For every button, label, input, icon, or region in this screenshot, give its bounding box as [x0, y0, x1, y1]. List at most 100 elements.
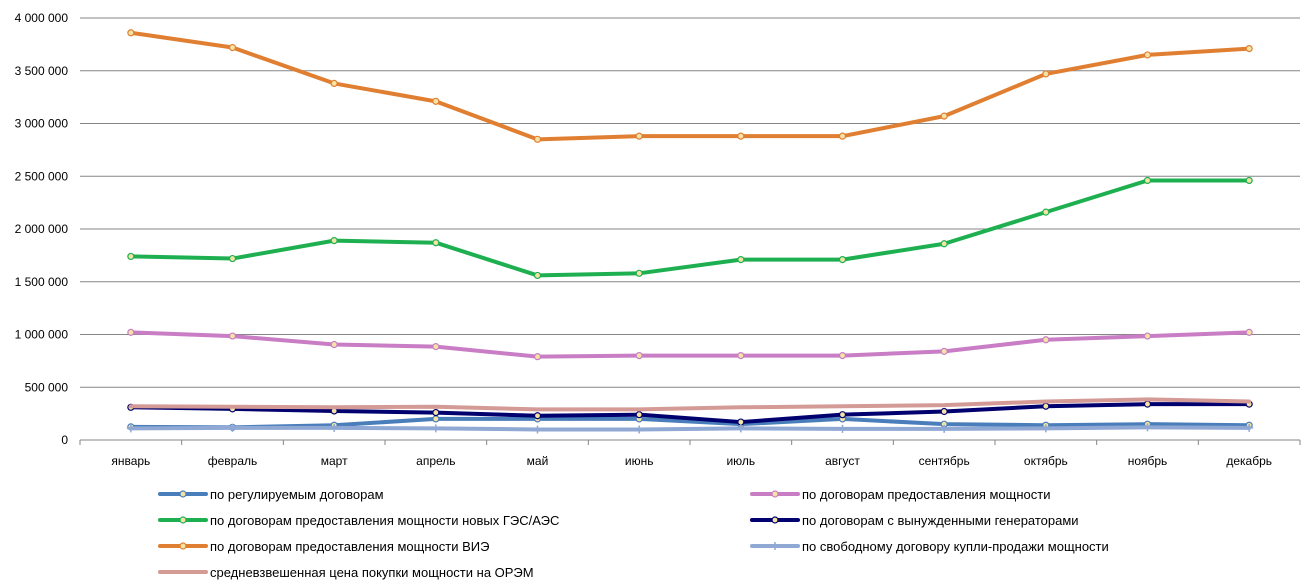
data-point [1245, 423, 1254, 432]
data-point [228, 423, 237, 432]
legend-marker [771, 542, 779, 550]
series-line [128, 416, 1252, 430]
data-point [940, 407, 948, 416]
series-7 [128, 397, 1252, 412]
series-line [128, 397, 1252, 412]
x-tick-label: апрель [416, 454, 455, 468]
data-point [1245, 176, 1253, 185]
legend-item: по свободному договору купли-продажи мощ… [750, 539, 1109, 554]
data-point [127, 29, 135, 37]
y-tick-label: 4 000 000 [15, 11, 69, 25]
series-line [128, 178, 1252, 278]
legend-item: по договорам предоставления мощности ВИЭ [158, 539, 489, 554]
legend-label: по регулируемым договорам [210, 487, 384, 502]
legend-marker [771, 516, 779, 524]
data-point [330, 340, 338, 349]
legend-label: по договорам предоставления мощности нов… [210, 513, 559, 528]
data-point [1042, 402, 1050, 410]
data-point [736, 424, 745, 433]
data-point [1143, 423, 1152, 432]
series-line [128, 402, 1252, 425]
legend-marker [179, 516, 187, 524]
data-point [1143, 51, 1152, 59]
legend-item: по договорам с вынужденными генераторами [750, 513, 1079, 528]
data-point [432, 343, 440, 351]
data-point [533, 412, 542, 420]
data-point [940, 424, 949, 433]
legend-item: средневзвешенная цена покупки мощности н… [158, 565, 534, 580]
data-point [838, 132, 847, 140]
data-point [635, 269, 643, 277]
series-group [126, 29, 1254, 434]
data-point [1042, 70, 1050, 78]
y-tick-label: 2 000 000 [15, 222, 69, 236]
data-point [838, 352, 847, 360]
legend-label: по договорам предоставления мощности [802, 487, 1050, 502]
data-point [940, 347, 948, 355]
legend-label: по договорам предоставления мощности ВИЭ [210, 539, 489, 554]
data-point [127, 328, 135, 336]
data-point [635, 132, 643, 140]
y-tick-label: 2 500 000 [15, 169, 69, 183]
legend-label: по договорам с вынужденными генераторами [802, 513, 1079, 528]
grid-lines [80, 17, 1300, 441]
data-point [432, 239, 440, 247]
data-point [1042, 208, 1050, 216]
data-point [228, 332, 237, 340]
y-tick-label: 1 000 000 [15, 328, 69, 342]
data-point [533, 353, 542, 361]
data-point [635, 352, 643, 360]
data-point [1245, 44, 1253, 53]
legend-item: по регулируемым договорам [158, 487, 384, 502]
data-point [1143, 176, 1152, 185]
data-point [533, 135, 542, 143]
data-point [1143, 400, 1152, 408]
series-line [128, 425, 1252, 432]
legend-marker [179, 542, 187, 550]
x-tick-label: октябрь [1024, 454, 1068, 468]
data-point [126, 424, 135, 433]
legend-item: по договорам предоставления мощности нов… [158, 513, 559, 528]
data-point [838, 411, 847, 419]
y-tick-label: 1 500 000 [15, 275, 69, 289]
x-tick-label: декабрь [1226, 454, 1272, 468]
data-point [737, 255, 745, 264]
legend-marker [771, 490, 779, 498]
series-3 [127, 176, 1253, 280]
data-point [228, 254, 237, 263]
data-point [940, 240, 948, 248]
y-tick-label: 500 000 [25, 380, 69, 394]
data-point [838, 255, 847, 264]
data-point [330, 423, 339, 432]
y-axis: 0 500 000 1 000 000 1 500 000 2 000 000 2 500… [15, 11, 69, 447]
data-point [432, 408, 440, 417]
x-tick-label: февраль [208, 454, 258, 468]
x-axis: январь февраль март апрель май июнь июль август… [79, 440, 1301, 468]
legend-marker [179, 490, 187, 498]
data-point [533, 271, 542, 280]
series-line [128, 30, 1252, 142]
data-point [1245, 328, 1253, 336]
data-point [838, 424, 847, 433]
data-point [431, 424, 440, 433]
data-point [940, 112, 948, 120]
series-6 [126, 423, 1254, 434]
x-tick-label: ноябрь [1128, 454, 1168, 468]
legend-label: по свободному договору купли-продажи мощ… [802, 539, 1109, 554]
data-point [635, 425, 644, 434]
legend-label: средневзвешенная цена покупки мощности н… [210, 565, 534, 580]
data-point [1143, 332, 1152, 340]
data-point [737, 418, 745, 426]
data-point [432, 97, 440, 105]
data-point [737, 132, 745, 140]
series-line [128, 330, 1252, 359]
data-point [533, 425, 542, 434]
data-point [228, 43, 237, 52]
data-point [127, 252, 135, 261]
data-point [330, 237, 338, 245]
legend-item: по договорам предоставления мощности [750, 487, 1050, 502]
x-tick-label: август [825, 454, 860, 468]
y-tick-label: 0 [61, 433, 68, 447]
x-tick-label: март [321, 454, 348, 468]
